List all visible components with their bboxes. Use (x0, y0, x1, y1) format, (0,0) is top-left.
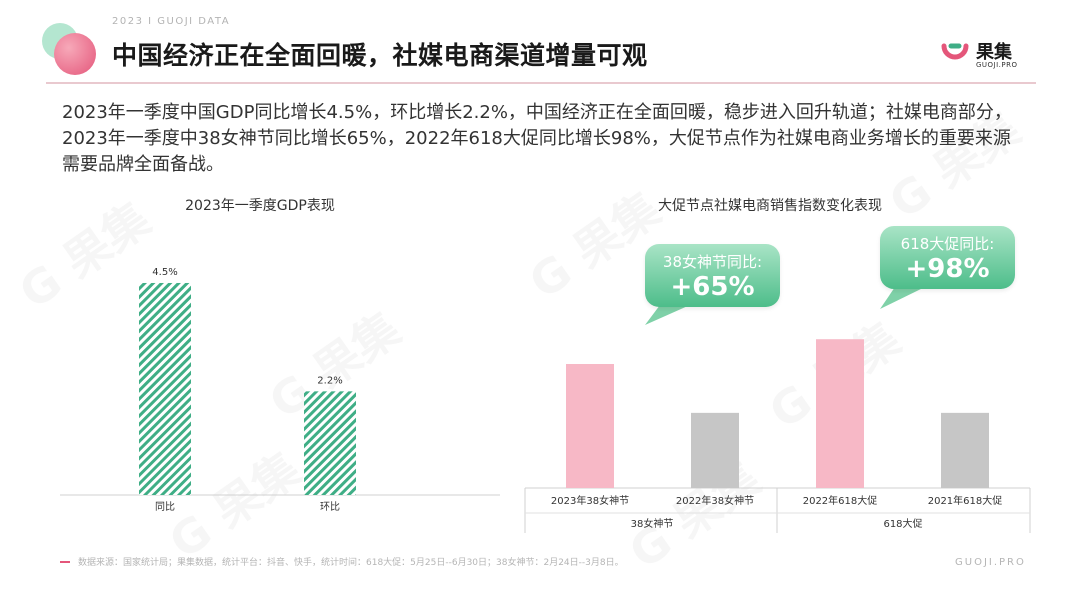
bar (816, 339, 864, 488)
bar (139, 282, 191, 495)
tick-label: 同比 (155, 501, 175, 513)
tick-label: 2022年618大促 (803, 494, 878, 507)
data-label: 2.2% (317, 375, 342, 386)
footer-marker (60, 561, 70, 563)
tick-label: 2022年38女神节 (676, 494, 754, 507)
group-label: 38女神节 (631, 517, 674, 530)
gdp-bar-chart: 4.5% 同比 2.2% 环比 (60, 267, 500, 513)
logo-sub: GUOJI.PRO (976, 61, 1018, 69)
group-label: 618大促 (883, 517, 922, 530)
promo-bar-chart: 2023年38女神节 2022年38女神节 2022年618大促 2021年618大促… (524, 287, 1031, 533)
bar (691, 412, 739, 488)
bar (566, 364, 614, 488)
page-title: 中国经济正在全面回暖，社媒电商渠道增量可观 (112, 41, 648, 70)
brand-logo: 果集 GUOJI.PRO (940, 38, 1036, 74)
footer-source: 数据来源：国家统计局；果集数据，统计平台：抖音、快手，统计时间：618大促：5月… (78, 558, 624, 568)
tick-label: 2021年618大促 (928, 494, 1003, 507)
title-divider (46, 82, 1036, 84)
annotation-label: 618大促同比: (900, 235, 995, 253)
summary-paragraph: 2023年一季度中国GDP同比增长4.5%，环比增长2.2%，中国经济正在全面回… (62, 102, 1012, 175)
footer-brand: GUOJI.PRO (955, 557, 1026, 568)
data-label: 4.5% (152, 267, 177, 278)
top-tag: 2023 I GUOJI DATA (112, 16, 231, 27)
tick-label: 2023年38女神节 (551, 494, 629, 507)
tick-label: 环比 (320, 501, 340, 513)
logo-name: 果集 (976, 42, 1012, 63)
chart1-title: 2023年一季度GDP表现 (185, 198, 335, 214)
bar (304, 391, 356, 495)
annotation-bubble-618: 618大促同比: +98% (880, 226, 1015, 289)
logo-icon (941, 43, 969, 60)
annotation-value: +65% (670, 272, 755, 302)
chart2-title: 大促节点社媒电商销售指数变化表现 (658, 198, 882, 214)
bar (941, 412, 989, 488)
annotation-pointer (645, 305, 690, 325)
annotation-label: 38女神节同比: (662, 253, 763, 271)
decorative-circle (54, 33, 96, 75)
annotation-value: +98% (905, 254, 990, 284)
annotation-pointer (880, 287, 925, 309)
annotation-bubble-38: 38女神节同比: +65% (645, 244, 780, 307)
